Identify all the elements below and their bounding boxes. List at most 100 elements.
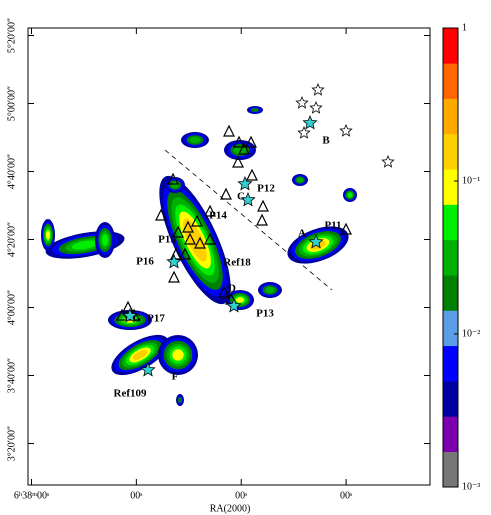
emission-contour bbox=[183, 218, 207, 262]
emission-contour bbox=[296, 177, 304, 183]
triangle-marker bbox=[182, 220, 194, 233]
triangle-marker bbox=[340, 222, 352, 235]
annotation: P12 bbox=[257, 183, 275, 195]
colorbar-tick-label: 10⁻² bbox=[462, 328, 480, 339]
annotation: A bbox=[298, 228, 306, 240]
annotation: P11 bbox=[324, 220, 341, 232]
emission-contour bbox=[46, 230, 50, 240]
x-tick-label: 00ˢ bbox=[235, 490, 247, 501]
triangle-marker bbox=[238, 142, 250, 155]
colorbar-band bbox=[443, 416, 458, 452]
triangle-marker bbox=[179, 247, 191, 260]
triangle-marker bbox=[155, 208, 167, 221]
colorbar-band bbox=[443, 169, 458, 205]
triangle-marker bbox=[172, 225, 184, 238]
star-marker bbox=[339, 123, 353, 137]
colorbar-band bbox=[443, 98, 458, 135]
triangle-marker bbox=[232, 155, 244, 168]
emission-contour bbox=[71, 240, 99, 250]
star-marker bbox=[381, 154, 395, 168]
star-marker bbox=[237, 175, 253, 191]
annotation: P13 bbox=[256, 308, 274, 320]
colorbar-tick-label: 10⁻¹ bbox=[462, 175, 480, 186]
x-tick-label: 6ʰ38ᵐ00ˢ bbox=[14, 490, 49, 501]
annotation: P14 bbox=[209, 210, 227, 222]
triangle-marker bbox=[191, 214, 203, 227]
triangle-marker bbox=[168, 270, 180, 283]
colorbar-band bbox=[443, 28, 458, 64]
triangle-marker bbox=[204, 232, 216, 245]
triangle-marker bbox=[257, 199, 269, 212]
annotation: C bbox=[237, 191, 245, 203]
colorbar-band bbox=[443, 133, 458, 170]
star-marker bbox=[122, 307, 138, 323]
y-tick-label: 3°20′00″ bbox=[6, 426, 17, 461]
annotation: P17 bbox=[147, 313, 165, 325]
annotation: Ref18 bbox=[223, 257, 251, 269]
y-tick-label: 4°20′00″ bbox=[6, 222, 17, 257]
x-tick-label: 00ˢ bbox=[130, 490, 142, 501]
triangle-marker bbox=[194, 236, 206, 249]
x-tick-label: 00ˢ bbox=[340, 490, 352, 501]
triangle-marker bbox=[218, 285, 230, 298]
star-marker bbox=[166, 253, 182, 269]
star-marker bbox=[226, 297, 242, 313]
y-tick-label: 5°20′00″ bbox=[6, 18, 17, 53]
annotation: D bbox=[228, 283, 236, 295]
emission-contour bbox=[233, 146, 247, 154]
emission-map bbox=[41, 106, 357, 406]
plot-frame bbox=[27, 27, 431, 486]
colorbar-band bbox=[443, 451, 458, 488]
star-marker bbox=[240, 191, 256, 207]
annotation: Ref109 bbox=[114, 388, 147, 400]
colorbar-band bbox=[443, 345, 458, 382]
star-marker bbox=[302, 114, 318, 130]
star-marker bbox=[297, 125, 311, 139]
triangle-marker bbox=[220, 187, 232, 200]
y-tick-label: 5°00′00″ bbox=[6, 86, 17, 121]
source-markers bbox=[116, 82, 395, 377]
emission-contour bbox=[172, 349, 184, 361]
dashed-line bbox=[164, 149, 333, 291]
star-marker bbox=[309, 100, 323, 114]
annotation: B bbox=[322, 135, 330, 147]
colorbar-band bbox=[443, 310, 458, 347]
star-marker bbox=[308, 233, 324, 249]
triangle-marker bbox=[256, 213, 268, 226]
colorbar-tick-label: 1 bbox=[462, 22, 467, 33]
colorbar-band bbox=[443, 239, 458, 276]
triangle-marker bbox=[204, 204, 216, 217]
emission-contour bbox=[132, 349, 148, 361]
emission-contour bbox=[251, 108, 259, 112]
emission-contour bbox=[265, 286, 275, 294]
colorbar-frame bbox=[442, 27, 459, 488]
emission-contour bbox=[189, 136, 201, 144]
star-marker bbox=[311, 82, 325, 96]
triangle-marker bbox=[223, 124, 235, 137]
colorbar-band bbox=[443, 275, 458, 311]
emission-contour bbox=[178, 397, 182, 403]
triangle-marker bbox=[246, 168, 258, 181]
colorbar-band bbox=[443, 204, 458, 241]
y-tick-label: 4°40′00″ bbox=[6, 154, 17, 189]
annotation: F bbox=[172, 371, 179, 383]
x-axis-label: RA(2000) bbox=[210, 503, 251, 514]
triangle-marker bbox=[245, 135, 257, 148]
annotation: P15 bbox=[158, 234, 176, 246]
annotation: P16 bbox=[136, 256, 154, 268]
star-marker bbox=[140, 361, 156, 377]
star-marker bbox=[295, 95, 309, 109]
colorbar-band bbox=[443, 381, 458, 417]
colorbar-band bbox=[443, 63, 458, 99]
triangle-marker bbox=[233, 135, 245, 148]
triangle-marker bbox=[184, 232, 196, 245]
emission-contour bbox=[101, 234, 109, 246]
triangle-marker bbox=[167, 172, 179, 185]
y-tick-label: 3°40′00″ bbox=[6, 358, 17, 393]
y-tick-label: 4°00′00″ bbox=[6, 290, 17, 325]
annotation: G bbox=[133, 313, 142, 325]
triangle-marker bbox=[122, 300, 134, 313]
emission-contour bbox=[347, 192, 353, 198]
emission-contour bbox=[236, 297, 244, 303]
